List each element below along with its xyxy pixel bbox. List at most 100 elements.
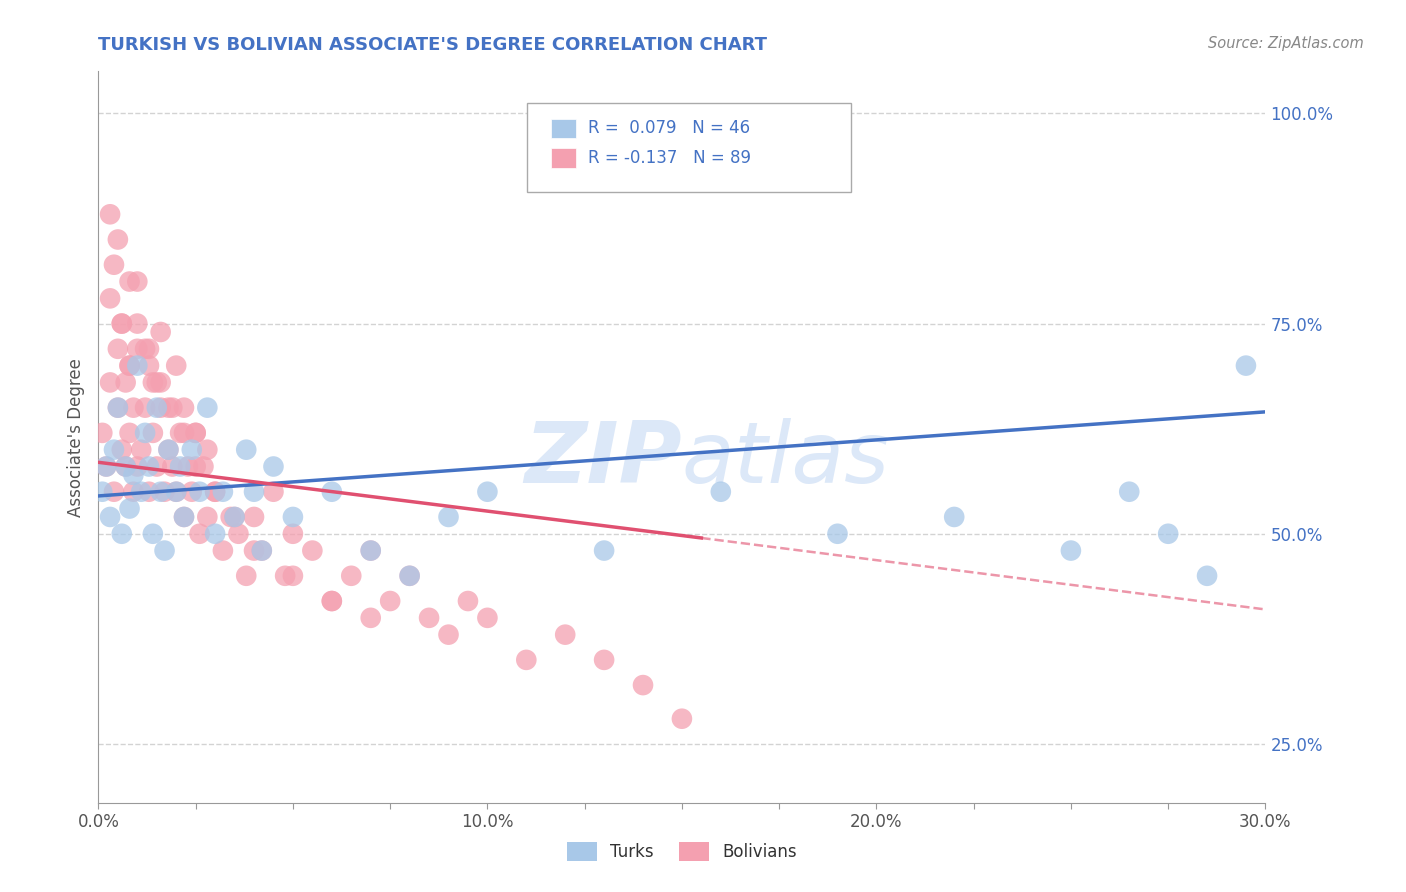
Point xyxy=(250,543,273,558)
Point xyxy=(193,459,215,474)
Point xyxy=(153,484,176,499)
Point xyxy=(184,425,207,440)
Point xyxy=(127,459,149,474)
Point xyxy=(127,359,149,373)
Point xyxy=(360,611,382,625)
Legend: Turks, Bolivians: Turks, Bolivians xyxy=(560,835,804,868)
Point xyxy=(107,401,129,415)
Point xyxy=(281,569,304,583)
Point xyxy=(827,526,849,541)
Point xyxy=(98,510,121,524)
Point xyxy=(157,442,180,457)
Point xyxy=(301,543,323,558)
Text: R = -0.137   N = 89: R = -0.137 N = 89 xyxy=(588,149,751,167)
Point xyxy=(173,510,195,524)
Point xyxy=(157,401,180,415)
Point xyxy=(321,594,343,608)
Y-axis label: Associate's Degree: Associate's Degree xyxy=(66,358,84,516)
Point xyxy=(398,569,420,583)
Point xyxy=(943,510,966,524)
Point xyxy=(146,459,169,474)
Point xyxy=(173,425,195,440)
Point xyxy=(91,425,114,440)
Point xyxy=(204,484,226,499)
Point xyxy=(118,359,141,373)
Point xyxy=(1060,543,1083,558)
Point xyxy=(1157,526,1180,541)
Point xyxy=(195,510,218,524)
Point xyxy=(129,484,152,499)
Point xyxy=(235,442,257,457)
Point xyxy=(180,484,202,499)
Point xyxy=(235,569,257,583)
Point xyxy=(204,484,226,499)
Point xyxy=(173,510,195,524)
Point xyxy=(262,484,284,499)
Point xyxy=(250,543,273,558)
Point xyxy=(146,401,169,415)
Point xyxy=(134,342,156,356)
Point xyxy=(153,543,176,558)
Point xyxy=(134,425,156,440)
Point xyxy=(122,484,145,499)
Point xyxy=(138,359,160,373)
Point xyxy=(224,510,246,524)
Point xyxy=(103,484,125,499)
Point xyxy=(710,484,733,499)
Point xyxy=(1234,359,1257,373)
Point xyxy=(162,459,184,474)
Point xyxy=(1195,569,1218,583)
Text: Source: ZipAtlas.com: Source: ZipAtlas.com xyxy=(1208,36,1364,51)
Point xyxy=(98,207,121,221)
Point xyxy=(398,569,420,583)
Point xyxy=(180,442,202,457)
Point xyxy=(149,484,172,499)
Point xyxy=(554,627,576,641)
Point xyxy=(111,317,134,331)
Point xyxy=(107,401,129,415)
Point xyxy=(111,526,134,541)
Point xyxy=(149,376,172,390)
Point xyxy=(340,569,363,583)
Text: R =  0.079   N = 46: R = 0.079 N = 46 xyxy=(588,120,749,137)
Point xyxy=(184,425,207,440)
Point xyxy=(437,510,460,524)
Point xyxy=(111,442,134,457)
Point xyxy=(228,526,250,541)
Point xyxy=(118,501,141,516)
Point xyxy=(188,484,211,499)
Point xyxy=(114,459,136,474)
Point xyxy=(111,317,134,331)
Point xyxy=(103,258,125,272)
Point xyxy=(96,459,118,474)
Point xyxy=(281,510,304,524)
Point xyxy=(380,594,402,608)
Point xyxy=(243,543,266,558)
Point xyxy=(142,526,165,541)
Point xyxy=(122,401,145,415)
Point xyxy=(418,611,440,625)
Point xyxy=(360,543,382,558)
Point xyxy=(129,442,152,457)
Point xyxy=(138,342,160,356)
Point xyxy=(149,325,172,339)
Point xyxy=(107,233,129,247)
Point xyxy=(184,459,207,474)
Point xyxy=(169,459,191,474)
Point xyxy=(593,653,616,667)
Point xyxy=(157,442,180,457)
Point xyxy=(142,376,165,390)
Point xyxy=(146,376,169,390)
Point xyxy=(671,712,693,726)
Point xyxy=(204,526,226,541)
Point xyxy=(173,401,195,415)
Text: atlas: atlas xyxy=(682,417,890,500)
Point xyxy=(118,359,141,373)
Point xyxy=(165,484,187,499)
Point xyxy=(122,467,145,482)
Point xyxy=(477,484,499,499)
Point xyxy=(142,425,165,440)
Point xyxy=(188,526,211,541)
Point xyxy=(262,459,284,474)
Point xyxy=(1118,484,1140,499)
